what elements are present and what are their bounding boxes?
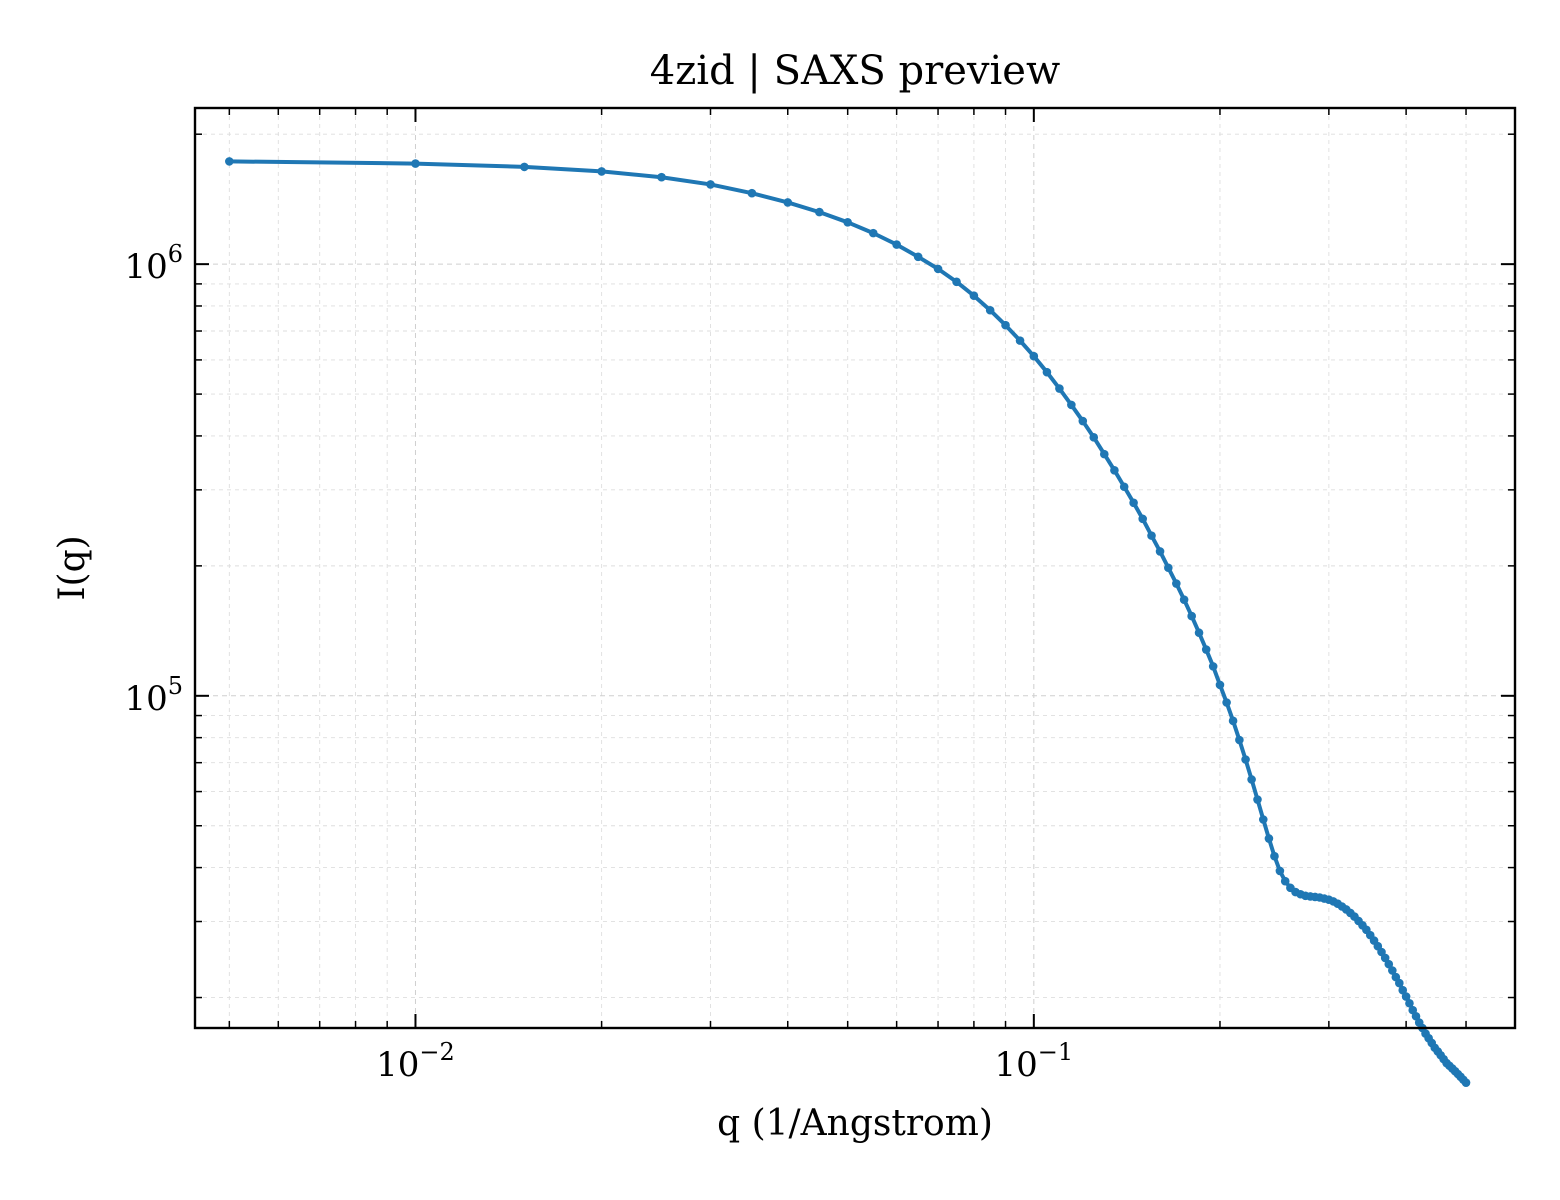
data-point [1461,1078,1471,1087]
data-point [1270,851,1279,861]
data-point [1401,992,1411,1001]
data-point [1187,611,1196,621]
data-point [1235,735,1244,745]
plot-frame [193,106,1517,1030]
data-point [520,162,529,172]
axis-ticks [195,108,1515,1028]
data-point [1129,498,1138,508]
data-point [1029,351,1039,361]
data-point [868,228,878,238]
data-point [1078,416,1088,426]
data-point [1275,866,1285,876]
data-point [1215,680,1225,690]
data-point [913,252,923,262]
data-point [1384,959,1394,969]
data-point [985,305,995,315]
data-point [1253,795,1262,804]
data-point [1172,579,1181,588]
data-point [1222,698,1231,707]
y-tick-label-exponent: 6 [168,240,183,268]
data-point [969,291,979,301]
data-point [1208,662,1218,671]
y-tick-label-exponent: 5 [168,672,183,700]
data-point [1398,985,1408,995]
series-layer [225,157,1471,1087]
data-point [1110,465,1119,475]
data-point [1147,531,1156,540]
data-point [1228,716,1238,726]
data-point [1067,400,1076,410]
grid [195,108,1515,1028]
y-tick-label-mantissa: 10 [124,247,167,287]
data-point [1411,1011,1421,1021]
data-point [1264,834,1274,843]
data-point [747,188,757,198]
data-point [1015,336,1025,345]
data-point [1201,645,1211,654]
data-point [783,198,793,207]
data-point [1241,755,1250,764]
data-point [1164,563,1173,573]
x-tick-label: 10−1 [994,1038,1073,1085]
data-point [1280,876,1290,886]
data-point [815,207,824,217]
data-point [1138,514,1148,524]
x-tick-label-exponent: −2 [419,1038,454,1066]
data-point [843,218,852,227]
y-axis-label: I(q) [52,535,93,600]
chart-title: 4zid | SAXS preview [650,48,1060,94]
data-point [933,264,943,274]
y-tick-label-mantissa: 10 [124,679,167,719]
data-point [1055,384,1064,393]
data-point [411,159,420,168]
x-tick-label: 10−2 [376,1038,455,1085]
data-point [597,167,606,176]
data-point [1001,320,1010,330]
data-point [657,172,666,182]
data-point [706,180,715,189]
data-point [1099,449,1109,459]
x-axis-label: q (1/Angstrom) [717,1103,993,1144]
data-point [1119,482,1129,492]
data-point [1405,998,1414,1008]
data-point [1179,595,1189,604]
data-point [892,240,901,249]
data-point [1089,433,1099,442]
data-point [1155,547,1165,556]
data-point [1042,367,1052,377]
x-tick-label-mantissa: 10 [994,1045,1037,1085]
x-tick-label-mantissa: 10 [376,1045,419,1085]
data-point [1258,815,1268,824]
data-point [952,277,961,287]
data-point [1388,966,1397,975]
data-point [1395,978,1404,988]
data-point [1247,775,1256,784]
data-point [225,157,234,166]
x-tick-label-exponent: −1 [1038,1038,1073,1066]
y-tick-label: 106 [124,240,183,287]
data-point [1194,628,1204,638]
y-tick-label: 105 [124,672,183,719]
